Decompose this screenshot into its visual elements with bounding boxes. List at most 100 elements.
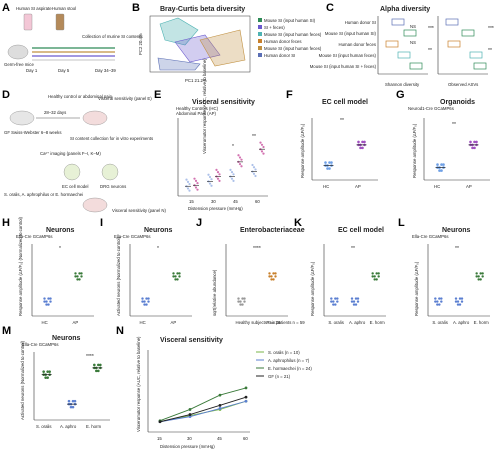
dot-point xyxy=(330,300,333,303)
e-point xyxy=(185,178,188,181)
g-plot xyxy=(435,140,479,172)
hull-human-feces xyxy=(199,29,246,67)
dot-point xyxy=(375,278,378,281)
drg-label: DRG neurons xyxy=(100,184,126,189)
n-xtick: 30 xyxy=(187,436,192,441)
asv-box xyxy=(469,51,483,59)
dot-point xyxy=(350,300,354,303)
dot-point xyxy=(475,272,478,275)
legend-label: Human donor SI xyxy=(264,53,295,58)
dot-point xyxy=(352,300,356,303)
e-point xyxy=(262,145,265,149)
e-point xyxy=(218,179,221,182)
category-label: S. oralis xyxy=(432,320,448,325)
panel-title: Neurons xyxy=(46,227,75,234)
e-point xyxy=(252,166,256,169)
dot-point xyxy=(74,275,77,278)
dot-point xyxy=(479,272,482,275)
dot-point xyxy=(143,303,146,306)
dot-point xyxy=(440,297,443,300)
e-point xyxy=(251,163,254,167)
f-ylabel: Response amplitude (ΔF/F₀) xyxy=(300,123,305,178)
legend-label: GF (n = 21) xyxy=(268,374,291,379)
sig-marker: ** xyxy=(455,246,459,252)
mouse-icon xyxy=(7,44,29,60)
sig-c-6: ** xyxy=(488,48,492,54)
e-point xyxy=(210,178,213,181)
sig-marker: * xyxy=(157,246,159,252)
asv-boxes xyxy=(445,18,487,70)
dot-point xyxy=(328,167,331,170)
dot-point xyxy=(99,363,102,367)
panel-letter-c: C xyxy=(326,2,334,14)
e-point xyxy=(254,168,257,171)
g-subtitle: Neurod1-Cre GCaMP6s xyxy=(408,106,454,111)
panel-n: N Visceral sensitivity 15 30 45 60 S. orali… xyxy=(116,325,312,449)
legend-label: E. hormaechei (n = 24) xyxy=(268,366,312,371)
panel-c: C Alpha diversity Human donor SI Mouse SI… xyxy=(310,2,494,87)
dot-point xyxy=(356,300,360,303)
dot-point xyxy=(336,297,339,300)
panel-d: D Healthy control or abdominal pain GF S… xyxy=(2,89,166,213)
category-label: E. horm xyxy=(370,320,385,325)
dot-point xyxy=(332,303,335,306)
panel-letter: L xyxy=(398,217,405,229)
legend-label: Mouse SI (input human SI) xyxy=(264,18,316,23)
day-34-label: Day 34–39 xyxy=(95,68,116,73)
e-xlabel: Distension pressure (mmHg) xyxy=(188,206,243,211)
panel-e: E Visceral sensitivity Healthy Controls … xyxy=(154,58,268,211)
e-xtick: 15 xyxy=(189,199,194,204)
e-point xyxy=(230,177,234,180)
e-point xyxy=(252,172,256,175)
e-point xyxy=(262,152,265,155)
panel-a: A Human SI aspirate Human stool Germ-fre… xyxy=(2,2,143,73)
category-label: HC xyxy=(140,320,146,325)
legend-label: Mouse SI (input human feces) xyxy=(264,32,322,37)
dot-point xyxy=(458,297,462,300)
dot-point xyxy=(375,272,378,275)
panel-title: EC cell model xyxy=(338,227,384,234)
dot-point xyxy=(359,146,362,150)
dot-point xyxy=(272,272,275,275)
dot-point xyxy=(334,303,337,306)
dot-point xyxy=(440,169,443,172)
dot-point xyxy=(45,303,48,306)
dot-point xyxy=(442,163,445,166)
e-point xyxy=(207,173,210,176)
panel-subtitle: Ella-Cre GCaMP6s xyxy=(16,234,53,239)
tube-icon xyxy=(55,13,65,31)
dot-point xyxy=(440,300,443,303)
legend-swatch xyxy=(258,46,262,50)
panel-letter-f: F xyxy=(286,89,293,101)
dot-point xyxy=(270,278,273,281)
dot-point xyxy=(74,272,77,275)
dot-point xyxy=(471,146,474,150)
asv-box xyxy=(447,40,461,48)
n-point xyxy=(188,415,192,419)
n-point xyxy=(158,420,162,424)
panel-subtitle: Ella-Cre GCaMP6s xyxy=(412,234,449,239)
alpha-row-label: Mouse SI (input human SI + feces) xyxy=(310,64,377,69)
e-point xyxy=(240,165,243,168)
panel-title: Enterobacteriaceae xyxy=(240,227,305,234)
n-series-line xyxy=(159,387,247,422)
panel-letter-n: N xyxy=(116,325,124,337)
dot-point xyxy=(436,303,439,306)
sig-c-4: ** xyxy=(428,48,432,54)
e-point xyxy=(240,158,243,161)
legend-swatch xyxy=(258,39,262,43)
shannon-box xyxy=(397,51,411,59)
panel-letter: J xyxy=(196,217,202,229)
dot-point xyxy=(141,297,144,300)
sig-ns-2: NS xyxy=(410,40,416,45)
panel-letter-b: B xyxy=(132,2,140,14)
dot-point xyxy=(357,140,360,144)
dot-point xyxy=(350,297,354,300)
dot-point xyxy=(324,161,327,164)
dot-point xyxy=(178,275,181,278)
mouse-icon xyxy=(82,197,108,213)
sig-c-3: *** xyxy=(428,26,434,32)
n-series-line xyxy=(159,400,247,423)
e-sig-45: * xyxy=(232,144,234,150)
human-si-aspirate-label: Human SI aspirate xyxy=(16,6,52,11)
